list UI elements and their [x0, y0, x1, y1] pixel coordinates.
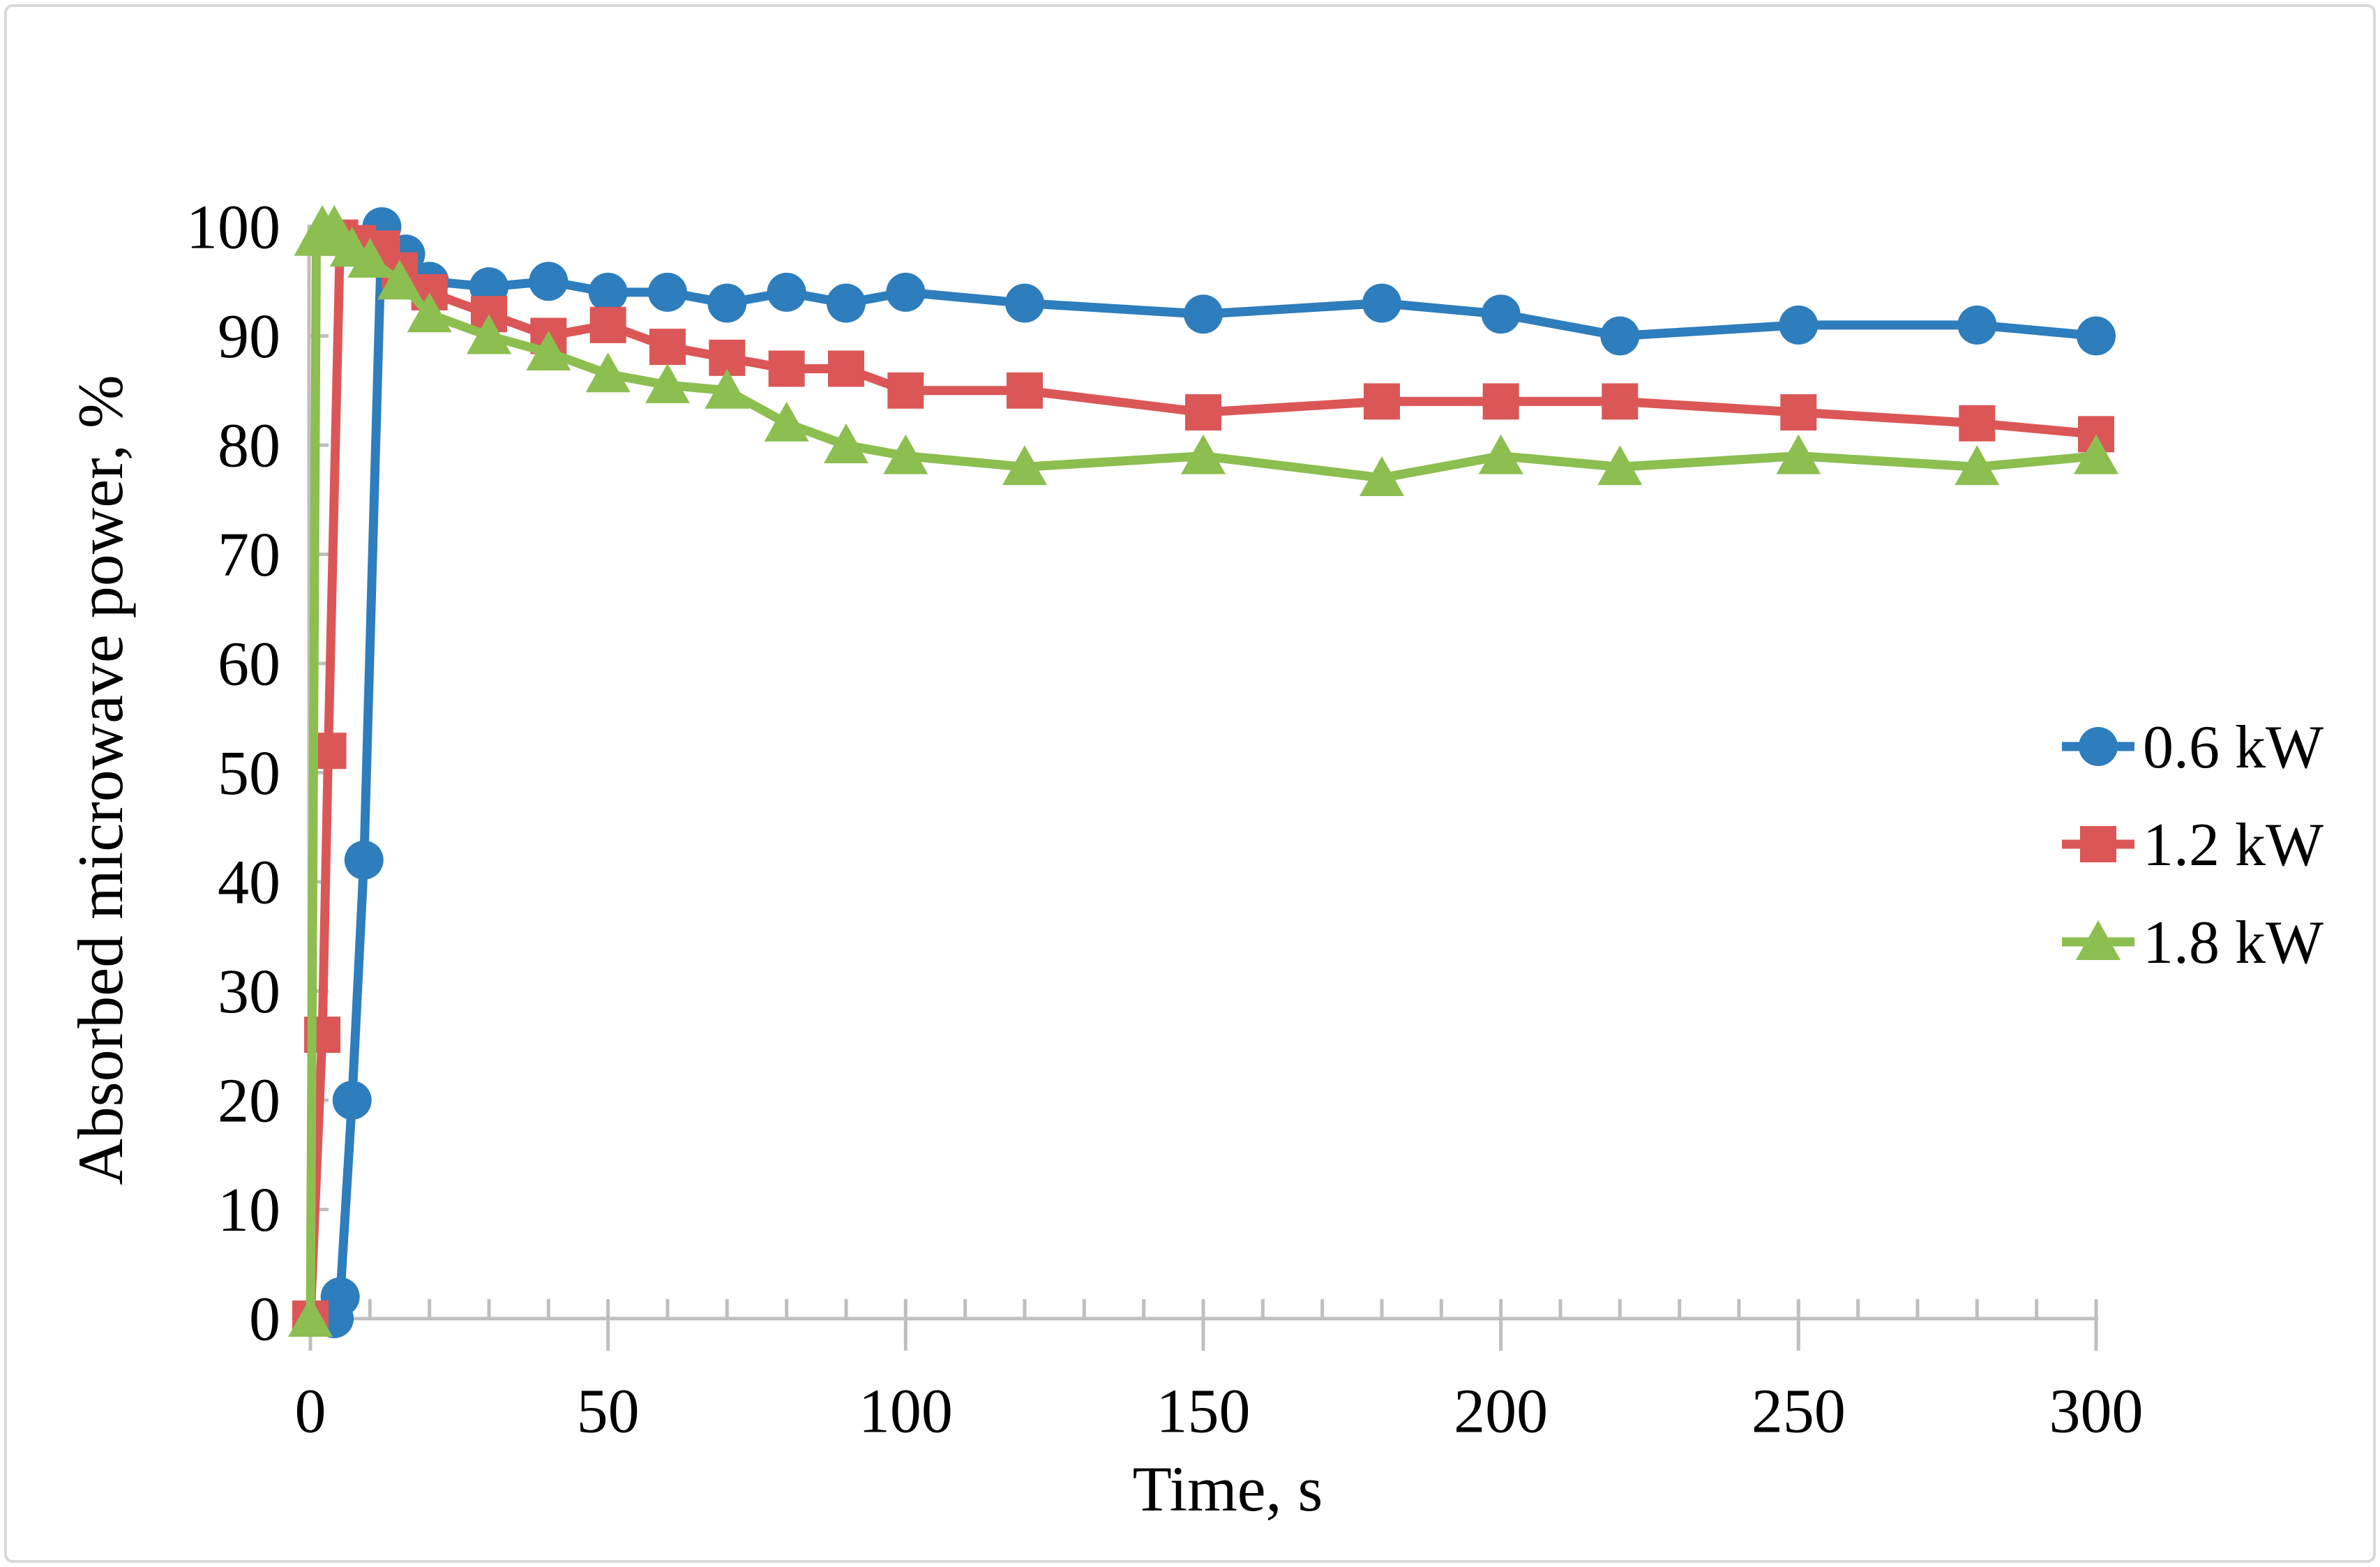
data-point-marker [648, 272, 687, 312]
data-point-marker [332, 1081, 372, 1120]
data-point-marker [828, 350, 864, 387]
series-0.6-kW [315, 207, 2116, 1338]
y-tick-label: 10 [218, 1176, 280, 1245]
data-point-marker [1959, 405, 1996, 442]
data-point-marker [1362, 283, 1401, 323]
y-tick-label: 30 [218, 957, 280, 1026]
series-1.2-kW [292, 219, 2114, 1337]
legend-marker-triangle-icon [2076, 920, 2121, 960]
data-point-marker [649, 329, 686, 366]
data-point-marker [320, 1277, 360, 1317]
y-tick-label: 0 [249, 1285, 280, 1354]
x-tick-label: 50 [577, 1377, 640, 1446]
data-point-marker [1776, 434, 1821, 474]
data-point-marker [1482, 383, 1519, 420]
data-point-marker [347, 237, 393, 278]
data-point-marker [1002, 445, 1047, 486]
legend-marker-circle-icon [2079, 727, 2118, 766]
axes [307, 225, 2098, 1351]
data-point-marker [1597, 445, 1643, 486]
data-point-marker [2074, 434, 2118, 474]
data-point-marker [886, 272, 926, 312]
data-point-marker [1007, 372, 1043, 409]
y-tick-label: 90 [218, 302, 280, 371]
data-point-marker [526, 330, 571, 370]
legend-item-0.6-kW: 0.6 kW [2062, 714, 2323, 781]
data-point-marker [1185, 394, 1221, 431]
legend: 0.6 kW 1.2 kW 1.8 kW [2062, 714, 2323, 977]
y-tick-label: 60 [218, 630, 280, 699]
y-tick-label: 40 [218, 848, 280, 917]
data-point-marker [377, 260, 422, 300]
x-tick-label: 300 [2049, 1377, 2144, 1446]
y-tick-label: 80 [218, 412, 280, 481]
data-point-marker [705, 368, 750, 409]
legend-label: 0.6 kW [2143, 714, 2323, 781]
data-point-marker [824, 423, 868, 463]
data-point-marker [467, 314, 511, 354]
x-tick-label: 100 [859, 1377, 953, 1446]
data-point-marker [887, 372, 924, 409]
data-point-marker [585, 352, 631, 393]
legend-item-1.2-kW: 1.2 kW [2062, 811, 2323, 879]
y-axis-title: Absorbed microwave power, % [65, 375, 136, 1185]
y-tick-label: 20 [218, 1067, 280, 1136]
data-point-marker [883, 434, 928, 474]
data-point-marker [1005, 283, 1044, 323]
data-point-marker [529, 262, 568, 301]
data-point-marker [1600, 316, 1640, 356]
data-point-marker [707, 283, 747, 323]
data-point-marker [1181, 434, 1226, 474]
data-point-marker [1364, 383, 1400, 420]
legend-item-1.8-kW: 1.8 kW [2062, 909, 2323, 977]
series-group [288, 205, 2118, 1338]
data-point-marker [1360, 456, 1404, 496]
legend-label: 1.8 kW [2143, 909, 2323, 977]
data-point-marker [1779, 305, 1818, 345]
data-point-marker [344, 840, 384, 880]
tick-labels: 0 10 20 30 40 50 60 70 80 90 100 0 50 100 150 200 250 300 [186, 193, 2144, 1446]
data-point-marker [1955, 445, 2000, 486]
data-point-marker [764, 401, 809, 442]
data-point-marker [827, 283, 866, 323]
data-point-marker [767, 272, 806, 312]
figure-border [4, 4, 2376, 1563]
data-point-marker [588, 272, 628, 312]
data-point-marker [589, 306, 626, 343]
data-point-marker [2077, 316, 2116, 356]
x-tick-label: 150 [1157, 1377, 1251, 1446]
legend-marker-square-icon [2080, 826, 2116, 862]
data-point-marker [1602, 383, 1639, 420]
x-axis-title: Time, s [1133, 1453, 1323, 1524]
data-point-marker [1478, 434, 1523, 474]
data-point-marker [407, 292, 452, 333]
data-point-marker [768, 350, 805, 387]
x-tick-label: 250 [1752, 1377, 1846, 1446]
x-tick-label: 200 [1454, 1377, 1548, 1446]
data-point-marker [1780, 394, 1817, 431]
legend-label: 1.2 kW [2143, 811, 2323, 879]
data-point-marker [288, 1297, 333, 1337]
y-tick-label: 50 [218, 739, 280, 808]
series-line [306, 222, 2101, 1324]
data-point-marker [645, 363, 690, 403]
data-point-marker [1957, 305, 1997, 345]
y-tick-label: 100 [186, 193, 280, 262]
y-tick-label: 70 [218, 520, 280, 590]
x-tick-label: 0 [295, 1377, 326, 1446]
data-point-marker [1184, 294, 1223, 334]
series-1.8-kW [288, 205, 2118, 1337]
data-point-marker [1481, 294, 1521, 334]
